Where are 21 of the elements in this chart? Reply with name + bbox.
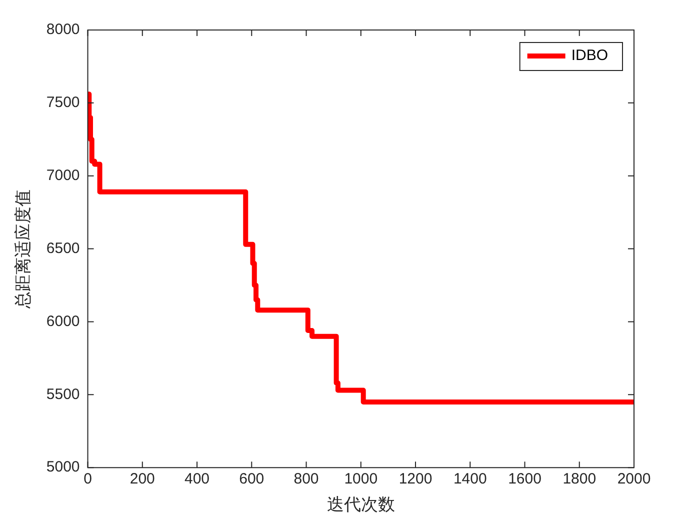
x-tick-label: 600 [239, 470, 264, 488]
x-tick-label: 2000 [617, 470, 651, 488]
y-axis-title: 总距离适应度值 [14, 189, 34, 310]
x-axis-title: 迭代次数 [326, 495, 395, 516]
x-tick-label: 1400 [453, 470, 487, 488]
y-tick-label: 6000 [46, 312, 80, 330]
y-tick-label: 6500 [46, 240, 80, 257]
y-tick-label: 7500 [46, 94, 80, 112]
y-tick-label: 7000 [46, 167, 80, 184]
y-tick-label: 5500 [46, 386, 80, 403]
x-tick-label: 0 [84, 470, 92, 488]
legend-label: IDBO [571, 47, 608, 64]
y-tick-label: 5000 [46, 458, 80, 476]
x-tick-label: 1000 [344, 470, 378, 488]
x-tick-label: 1200 [398, 470, 432, 488]
x-tick-label: 400 [184, 470, 210, 488]
x-tick-label: 800 [294, 470, 319, 488]
x-tick-label: 200 [130, 470, 155, 488]
x-tick-label: 1600 [508, 470, 542, 488]
x-tick-label: 1800 [562, 470, 596, 488]
y-tick-label: 8000 [46, 21, 80, 38]
